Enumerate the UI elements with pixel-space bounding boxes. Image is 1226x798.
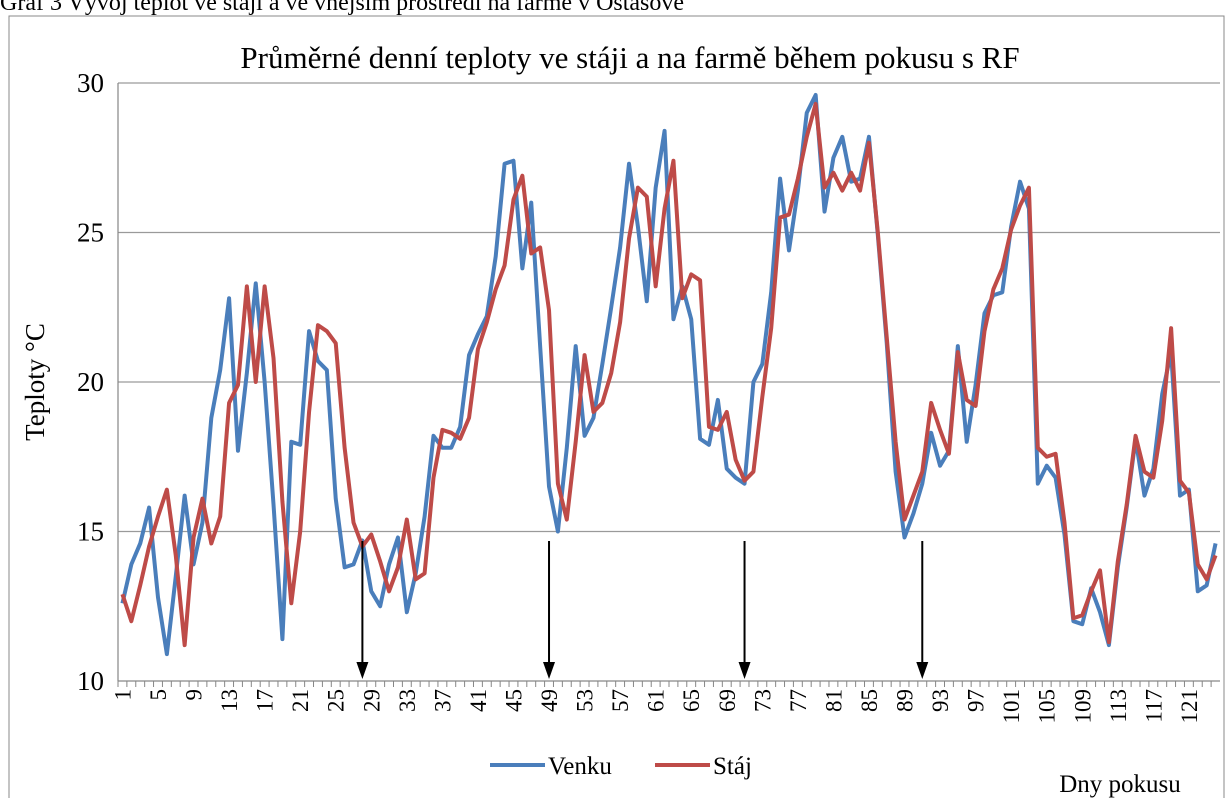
y-tick-label: 25 (77, 218, 104, 248)
legend-label: Stáj (713, 753, 752, 780)
x-tick-label: 13 (217, 689, 242, 712)
x-tick-label: 69 (715, 689, 740, 712)
x-tick-label: 33 (395, 689, 420, 712)
x-tick-label: 101 (999, 689, 1024, 724)
y-tick-label: 20 (77, 367, 104, 397)
y-tick-label: 15 (77, 517, 104, 547)
x-tick-label: 29 (359, 689, 384, 712)
y-axis-label: Teploty °C (20, 323, 50, 441)
x-tick-label: 121 (1177, 689, 1202, 724)
x-tick-label: 109 (1070, 689, 1095, 724)
x-tick-label: 81 (821, 689, 846, 712)
chart-title: Průměrné denní teploty ve stáji a na far… (240, 40, 1019, 75)
x-tick-label: 45 (501, 689, 526, 712)
x-tick-label: 49 (537, 689, 562, 712)
x-tick-label: 85 (857, 689, 882, 712)
x-tick-label: 73 (750, 689, 775, 712)
chart-frame (8, 15, 1225, 798)
x-tick-label: 21 (288, 689, 313, 712)
x-tick-label: 89 (893, 689, 918, 712)
x-tick-label: 117 (1141, 689, 1166, 723)
x-tick-label: 25 (324, 689, 349, 712)
caption: Graf 3 Vývoj teplot ve stáji a ve vnější… (0, 0, 684, 16)
x-tick-label: 5 (146, 689, 171, 701)
arrow-head (916, 662, 929, 679)
arrow-head (543, 662, 556, 679)
arrow-head (356, 662, 369, 679)
legend-label: Venku (548, 753, 612, 780)
x-tick-label: 65 (679, 689, 704, 712)
x-axis-label: Dny pokusu (1059, 771, 1181, 798)
x-tick-label: 105 (1035, 689, 1060, 724)
x-tick-label: 77 (786, 689, 811, 712)
x-tick-label: 97 (964, 689, 989, 712)
arrow-head (738, 662, 751, 679)
y-tick-label: 10 (77, 666, 104, 696)
x-tick-label: 113 (1106, 689, 1131, 723)
x-tick-label: 57 (608, 689, 633, 712)
series-line (120, 101, 1218, 648)
x-tick-label: 53 (573, 689, 598, 712)
x-tick-label: 93 (928, 689, 953, 712)
x-tick-label: 9 (182, 689, 207, 701)
x-tick-label: 17 (253, 689, 278, 712)
x-tick-label: 41 (466, 689, 491, 712)
y-tick-label: 30 (77, 68, 104, 98)
x-tick-label: 37 (430, 689, 455, 712)
x-tick-label: 61 (644, 689, 669, 712)
x-tick-label: 1 (110, 689, 135, 701)
